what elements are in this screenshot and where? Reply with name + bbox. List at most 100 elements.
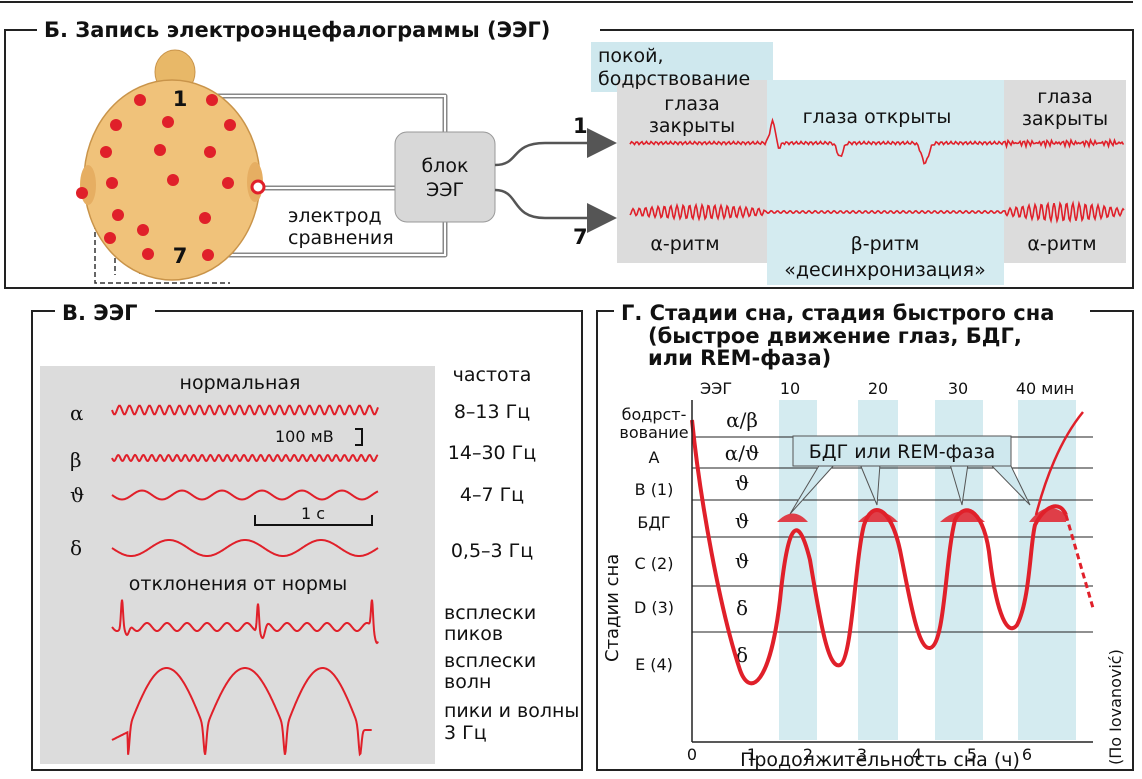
wave-bursts-wave [111, 667, 372, 757]
x-tick-1: 1 [747, 745, 757, 764]
theta-frequency: 4–7 Гц [460, 484, 524, 506]
electrode-7-label: 7 [173, 244, 188, 268]
minute-tick-20: 20 [868, 379, 888, 398]
panel-g-title-2: (быстрое движение глаз, БДГ, [648, 324, 1022, 348]
electrode-dot [110, 119, 122, 131]
electrode-dot [222, 177, 234, 189]
stage-c: C (2) [635, 554, 674, 573]
electrode-dot [162, 116, 174, 128]
alpha-wave [111, 404, 379, 416]
eeg-stage-a: α/ϑ [725, 441, 760, 465]
stage-e: E (4) [635, 655, 673, 674]
electrode-1-label: 1 [173, 87, 188, 111]
eyes-closed-right-region [1004, 80, 1126, 263]
panel-v-title: В. ЭЭГ [62, 301, 138, 325]
electrode-dot [154, 144, 166, 156]
x-tick-3: 3 [857, 745, 867, 764]
eyes-open-label: глаза открыты [803, 106, 952, 128]
electrode-dot [206, 94, 218, 106]
electrode-dot [106, 177, 118, 189]
electrode-dot [137, 224, 149, 236]
alpha-rhythm-right: α-ритм [1027, 233, 1096, 255]
stage-rem: БДГ [637, 513, 670, 532]
x-tick-6: 6 [1022, 745, 1032, 764]
eeg-trace-channel-7 [629, 200, 1125, 224]
eeg-stage-c: ϑ [735, 549, 749, 573]
desync-label: «десинхронизация» [784, 259, 985, 281]
electrode-dot [100, 146, 112, 158]
x-tick-5: 5 [967, 745, 977, 764]
beta-rhythm: β-ритм [851, 233, 920, 255]
voltage-scale-label: 100 мВ [275, 427, 334, 446]
hypnogram-curve [690, 419, 1068, 686]
channel-7-arrow [494, 188, 617, 233]
spike-bursts-label-1: всплески [444, 602, 536, 624]
electrodes [76, 94, 236, 261]
electrode-dot [104, 232, 116, 244]
x-tick-4: 4 [912, 745, 922, 764]
head-illustration [80, 49, 263, 281]
panel-v: В. ЭЭГ нормальная частота α β ϑ δ 8–13 Г… [31, 301, 583, 771]
eyes-closed-right-1: глаза [1037, 86, 1093, 108]
frequency-header: частота [453, 364, 532, 386]
time-scale-bar [254, 515, 373, 526]
beta-frequency: 14–30 Гц [448, 442, 536, 464]
panel-b: Б. Запись электроэнцефалограммы (ЭЭГ) по… [0, 1, 1134, 289]
wave-bursts-label-1: всплески [444, 650, 536, 672]
panel-b-title: Б. Запись электроэнцефалограммы (ЭЭГ) [44, 18, 550, 42]
electrode-dot [167, 174, 179, 186]
delta-frequency: 0,5–3 Гц [451, 540, 533, 562]
rest-label-2: бодрствование [598, 68, 750, 90]
eyes-closed-left-1: глаза [664, 93, 720, 115]
electrode-dot [112, 209, 124, 221]
rem-callout-label: БДГ или REM-фаза [809, 441, 995, 463]
rem-fill-1 [777, 513, 808, 522]
electrode-dot [199, 212, 211, 224]
panel-v-background [40, 366, 435, 764]
theta-wave [111, 489, 379, 501]
rhythm-beta-symbol: β [70, 448, 82, 472]
channel-1-arrow [494, 128, 617, 167]
eyes-closed-right-2: закрыты [1022, 108, 1108, 130]
panel-g-title-1: Г. Стадии сна, стадия быстрого сна [621, 301, 1054, 325]
electrode-dot [76, 187, 88, 199]
reference-electrode [250, 179, 266, 195]
electrode-dot [224, 119, 236, 131]
eyes-closed-left-region [617, 80, 767, 263]
ref-electrode-label-1: электрод [288, 205, 382, 227]
abnormal-label: отклонения от нормы [129, 573, 347, 595]
eeg-stage-d: δ [736, 596, 748, 620]
eeg-header: ЭЭГ [700, 379, 732, 398]
channel-7-label: 7 [573, 225, 588, 249]
panel-g-title-3: или REM-фаза) [648, 346, 831, 370]
alpha-frequency: 8–13 Гц [454, 401, 530, 423]
electrode-dot [202, 249, 214, 261]
beta-wave [111, 453, 379, 463]
time-scale-label: 1 с [301, 504, 325, 523]
stage-awake-2: вование [619, 423, 688, 442]
electrode-dot [204, 146, 216, 158]
channel-1-label: 1 [573, 114, 588, 138]
spike-wave-label-2: 3 Гц [444, 722, 487, 744]
electrode-dot [134, 94, 146, 106]
minute-tick-10: 10 [780, 379, 800, 398]
voltage-scale-bar [355, 428, 363, 446]
eeg-awake: α/β [726, 408, 758, 432]
eeg-block [394, 131, 496, 223]
rem-callout: БДГ или REM-фаза [789, 435, 1031, 515]
rhythm-delta-symbol: δ [70, 536, 82, 560]
wave-bursts-label-2: волн [444, 671, 491, 693]
electrode-dot [142, 248, 154, 260]
eeg-stage-rem: ϑ [735, 509, 749, 533]
eeg-block-label-1: блок [422, 155, 469, 177]
stage-a: A [649, 448, 660, 467]
normal-label: нормальная [180, 372, 301, 394]
eyes-closed-left-2: закрыты [649, 115, 735, 137]
eyes-open-region [767, 80, 1004, 285]
spike-wave-label-1: пики и волны [444, 700, 579, 722]
minute-tick-40: 40 мин [1016, 379, 1074, 398]
eeg-stage-b: ϑ [735, 471, 749, 495]
stage-awake-1: бодрст- [622, 405, 687, 424]
rhythm-theta-symbol: ϑ [70, 483, 84, 507]
